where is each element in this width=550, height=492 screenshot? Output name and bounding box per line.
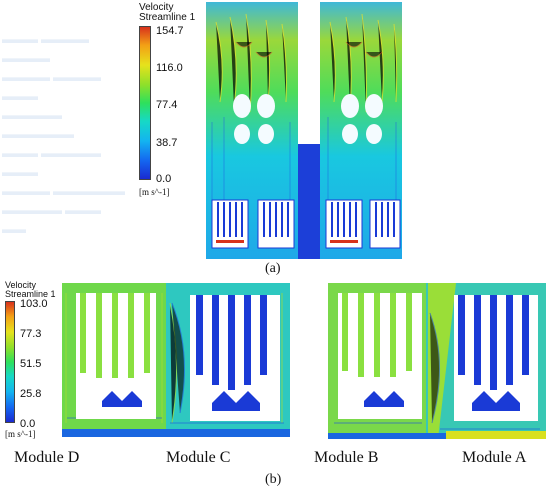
legend-b-tick-2: 77.3 <box>20 328 42 340</box>
streamline-plot-b-left <box>62 283 290 437</box>
background-ghost-text: ▬▬▬ ▬▬▬▬ ▬▬▬▬ ▬▬▬▬ ▬▬▬▬ ▬▬▬ ▬▬▬▬▬ ▬▬▬▬▬▬ ▬▬… <box>2 32 125 236</box>
legend-a-title-line2: Streamline 1 <box>139 12 196 23</box>
streamline-plot-b-right-graphic <box>328 283 546 439</box>
module-label-d: Module D <box>14 449 80 466</box>
module-label-c: Module C <box>166 449 231 466</box>
legend-a-colorbar <box>139 26 151 180</box>
streamline-plot-b-left-graphic <box>62 283 290 437</box>
legend-b-tick-5: 0.0 <box>20 418 36 430</box>
legend-b-colorbar <box>5 301 15 423</box>
module-label-a: Module A <box>462 449 527 466</box>
caption-a: (a) <box>265 261 281 276</box>
legend-a-tick-3: 77.4 <box>156 99 178 111</box>
caption-b: (b) <box>265 472 282 487</box>
legend-a-tick-5: 0.0 <box>156 173 172 185</box>
legend-b-tick-1: 103.0 <box>20 298 48 310</box>
legend-b-title-line1: Velocity <box>5 280 37 290</box>
streamline-plot-b-right <box>328 283 546 439</box>
streamline-plot-a <box>206 2 402 259</box>
legend-a-unit: [m s^-1] <box>139 187 170 197</box>
legend-b-unit: [m s^-1] <box>5 429 36 439</box>
streamline-plot-a-graphic <box>206 2 402 259</box>
legend-a-title-line1: Velocity <box>139 2 174 13</box>
module-label-b: Module B <box>314 449 379 466</box>
legend-a-tick-2: 116.0 <box>156 62 183 74</box>
legend-b-title: Velocity Streamline 1 <box>5 281 56 299</box>
legend-a-tick-4: 38.7 <box>156 137 178 149</box>
legend-b-title-line2: Streamline 1 <box>5 289 56 299</box>
legend-b-tick-4: 25.8 <box>20 388 42 400</box>
legend-a-title: Velocity Streamline 1 <box>139 3 195 23</box>
legend-a-tick-1: 154.7 <box>156 25 184 37</box>
legend-b-tick-3: 51.5 <box>20 358 42 370</box>
